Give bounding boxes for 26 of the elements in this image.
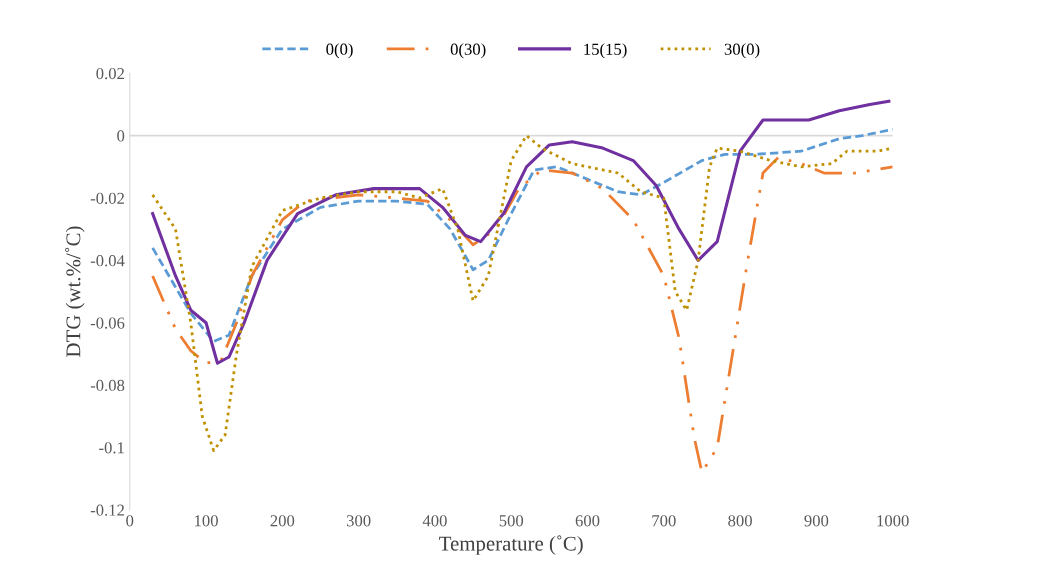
x-axis-title: Temperature (˚C) [439,535,583,555]
y-tick-label: -0.1 [99,442,124,454]
legend-label: 0(30) [450,43,486,59]
y-axis-title: DTG (wt.%/˚C) [65,226,85,357]
y-tick-label: -0.12 [90,504,124,516]
x-tick-label: 800 [728,515,752,527]
x-tick-label: 400 [422,515,447,527]
legend-label: 0(0) [326,43,353,59]
y-tick-label: -0.04 [90,255,125,267]
x-tick-label: 900 [804,515,829,527]
y-tick-label: -0.02 [90,192,124,204]
x-tick-label: 600 [575,515,600,527]
legend-label: 30(0) [724,43,760,59]
x-tick-label: 500 [499,515,524,527]
y-tick-label: -0.06 [90,317,125,329]
x-tick-label: 0 [126,515,134,527]
x-tick-label: 1000 [877,515,909,527]
x-tick-label: 200 [270,515,295,527]
x-tick-label: 300 [346,515,371,527]
y-tick-label: -0.08 [90,379,125,392]
y-tick-label: 0 [117,130,125,142]
y-tick-label: 0.02 [96,67,124,80]
x-tick-label: 700 [652,515,676,527]
legend-label: 15(15) [584,43,627,59]
line-series [151,99,891,365]
x-tick-label: 100 [195,515,218,527]
